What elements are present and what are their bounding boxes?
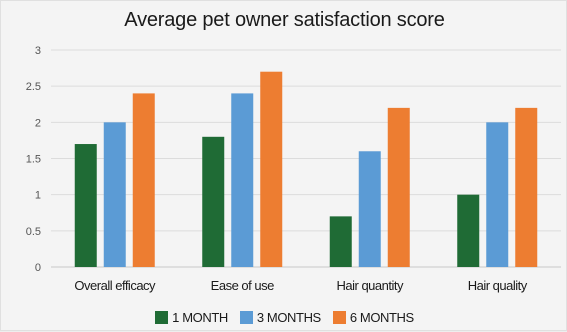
legend-label: 3 MONTHS: [256, 310, 321, 325]
bar-3-months-2: [358, 151, 381, 267]
legend-label: 1 MONTH: [172, 310, 228, 325]
y-tick-label: 3: [35, 45, 41, 57]
x-category-label: Hair quantity: [337, 278, 404, 293]
bar-1-month-1: [202, 136, 225, 267]
bar-3-months-3: [486, 122, 509, 267]
bar-3-months-1: [231, 93, 254, 268]
legend-item: 6 MONTHS: [332, 310, 414, 325]
legend-label: 6 MONTHS: [349, 310, 414, 325]
bar-1-month-2: [329, 216, 352, 267]
y-tick-label: 2: [35, 117, 41, 129]
legend-item: 1 MONTH: [155, 310, 228, 325]
bar-3-months-0: [103, 122, 126, 267]
legend-swatch: [155, 311, 169, 324]
bar-6-months-0: [132, 93, 155, 268]
bar-6-months-3: [515, 107, 538, 267]
y-tick-label: 2.5: [26, 81, 41, 93]
legend-swatch: [332, 311, 346, 324]
chart-title: Average pet owner satisfaction score: [124, 9, 445, 31]
bar-1-month-3: [457, 194, 480, 267]
legend-swatch: [239, 311, 253, 324]
y-tick-label: 1: [35, 190, 41, 202]
bar-6-months-2: [387, 107, 410, 267]
legend: 1 MONTH 3 MONTHS 6 MONTHS: [1, 310, 567, 325]
bar-6-months-1: [260, 71, 283, 267]
x-category-label: Ease of use: [211, 278, 274, 293]
legend-item: 3 MONTHS: [239, 310, 321, 325]
bar-1-month-0: [74, 144, 97, 267]
y-tick-label: 1.5: [26, 154, 41, 166]
y-tick-label: 0.5: [26, 226, 41, 238]
x-category-label: Overall efficacy: [74, 278, 156, 293]
y-tick-label: 0: [35, 262, 41, 274]
x-category-label: Hair quality: [468, 278, 528, 293]
